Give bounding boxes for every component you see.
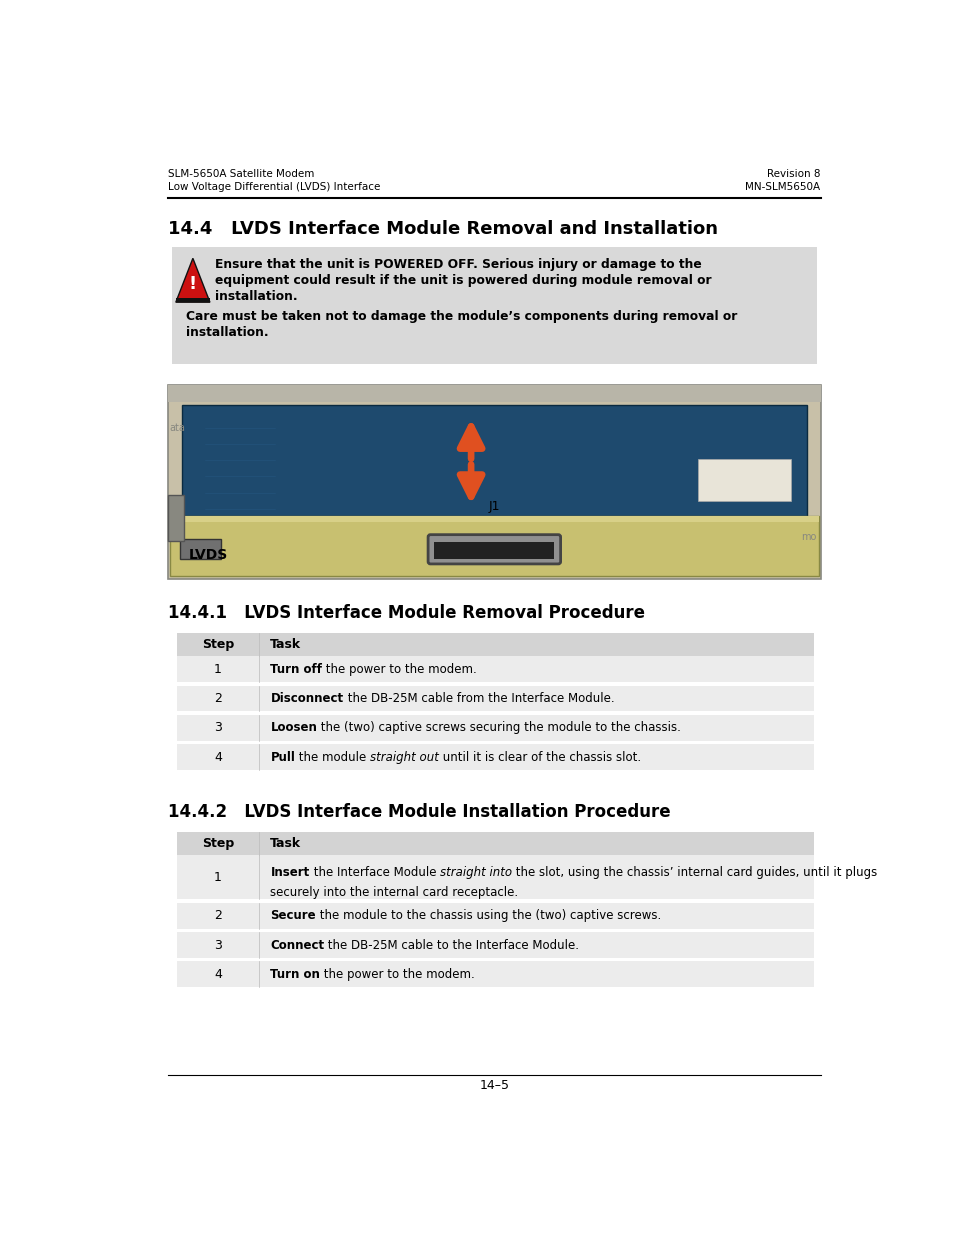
Text: Task: Task [270, 837, 301, 850]
FancyBboxPatch shape [172, 247, 816, 364]
FancyBboxPatch shape [177, 855, 814, 899]
Text: Revision 8: Revision 8 [766, 169, 820, 179]
FancyBboxPatch shape [180, 540, 220, 559]
Text: 14.4   LVDS Interface Module Removal and Installation: 14.4 LVDS Interface Module Removal and I… [168, 220, 718, 238]
Text: installation.: installation. [214, 290, 297, 303]
Polygon shape [175, 258, 210, 303]
Text: 4: 4 [213, 968, 222, 981]
FancyBboxPatch shape [170, 516, 819, 522]
Text: 3: 3 [213, 721, 222, 735]
Text: Secure: Secure [270, 909, 315, 923]
Text: MN-SLM5650A: MN-SLM5650A [744, 182, 820, 193]
Text: Low Voltage Differential (LVDS) Interface: Low Voltage Differential (LVDS) Interfac… [168, 182, 380, 193]
FancyBboxPatch shape [177, 634, 814, 656]
Text: straight out: straight out [370, 751, 438, 763]
Text: Connect: Connect [270, 939, 324, 951]
FancyBboxPatch shape [177, 745, 814, 769]
Text: the Interface Module: the Interface Module [310, 866, 439, 879]
Text: equipment could result if the unit is powered during module removal or: equipment could result if the unit is po… [214, 274, 710, 287]
Text: the slot, using the chassis’ internal card guides, until it plugs: the slot, using the chassis’ internal ca… [512, 866, 877, 879]
Text: the module: the module [294, 751, 370, 763]
FancyBboxPatch shape [177, 961, 814, 987]
Text: the power to the modem.: the power to the modem. [320, 968, 475, 981]
Text: until it is clear of the chassis slot.: until it is clear of the chassis slot. [438, 751, 640, 763]
Text: Ensure that the unit is POWERED OFF. Serious injury or damage to the: Ensure that the unit is POWERED OFF. Ser… [214, 258, 700, 272]
Text: Turn on: Turn on [270, 968, 320, 981]
Text: 14–5: 14–5 [478, 1079, 509, 1092]
Text: Disconnect: Disconnect [270, 692, 343, 705]
FancyBboxPatch shape [182, 405, 806, 516]
Text: the DB-25M cable from the Interface Module.: the DB-25M cable from the Interface Modu… [343, 692, 614, 705]
Text: LVDS: LVDS [189, 548, 228, 562]
Text: 14.4.2   LVDS Interface Module Installation Procedure: 14.4.2 LVDS Interface Module Installatio… [168, 803, 670, 821]
FancyBboxPatch shape [698, 458, 790, 501]
Text: mo: mo [801, 532, 816, 542]
Text: SLM-5650A Satellite Modem: SLM-5650A Satellite Modem [168, 169, 314, 179]
Text: Care must be taken not to damage the module’s components during removal or: Care must be taken not to damage the mod… [186, 310, 737, 322]
FancyBboxPatch shape [168, 385, 820, 403]
FancyBboxPatch shape [168, 385, 820, 579]
Text: 4: 4 [213, 751, 222, 763]
Text: 2: 2 [213, 909, 222, 923]
FancyBboxPatch shape [177, 832, 814, 855]
Text: the DB-25M cable to the Interface Module.: the DB-25M cable to the Interface Module… [324, 939, 578, 951]
Text: Pull: Pull [270, 751, 294, 763]
Text: 3: 3 [213, 939, 222, 951]
FancyBboxPatch shape [428, 535, 560, 564]
Text: installation.: installation. [186, 326, 268, 338]
FancyBboxPatch shape [175, 298, 210, 303]
FancyBboxPatch shape [434, 542, 554, 558]
FancyBboxPatch shape [177, 685, 814, 711]
Text: 1: 1 [213, 663, 222, 676]
Text: J1: J1 [488, 500, 499, 514]
Text: ata: ata [170, 422, 185, 432]
FancyBboxPatch shape [177, 932, 814, 958]
Text: 2: 2 [213, 692, 222, 705]
Text: 1: 1 [213, 871, 222, 884]
Text: Turn off: Turn off [270, 663, 322, 676]
FancyBboxPatch shape [177, 715, 814, 741]
Text: Step: Step [202, 837, 233, 850]
Text: Step: Step [202, 638, 233, 651]
Text: the power to the modem.: the power to the modem. [322, 663, 476, 676]
Text: !: ! [189, 275, 196, 293]
Text: Loosen: Loosen [270, 721, 317, 735]
Text: 14.4.1   LVDS Interface Module Removal Procedure: 14.4.1 LVDS Interface Module Removal Pro… [168, 604, 644, 622]
Text: securely into the internal card receptacle.: securely into the internal card receptac… [270, 885, 518, 899]
FancyBboxPatch shape [168, 495, 183, 541]
FancyBboxPatch shape [177, 656, 814, 682]
FancyBboxPatch shape [177, 903, 814, 929]
Text: Task: Task [270, 638, 301, 651]
Text: Insert: Insert [270, 866, 310, 879]
FancyBboxPatch shape [170, 516, 819, 577]
Text: the module to the chassis using the (two) captive screws.: the module to the chassis using the (two… [315, 909, 660, 923]
Text: the (two) captive screws securing the module to the chassis.: the (two) captive screws securing the mo… [317, 721, 680, 735]
Text: straight into: straight into [439, 866, 512, 879]
